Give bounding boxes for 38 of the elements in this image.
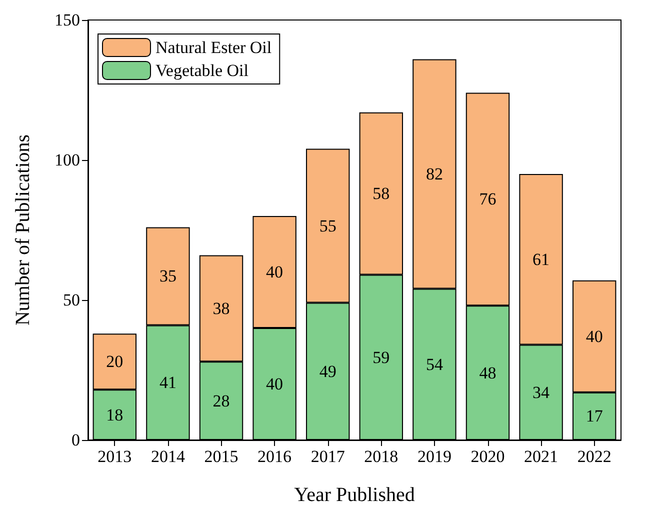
x-tick-label: 2018 xyxy=(364,447,398,466)
legend-label: Vegetable Oil xyxy=(156,61,249,80)
data-label: 38 xyxy=(212,298,230,318)
x-tick-label: 2019 xyxy=(417,447,452,466)
y-tick-label: 100 xyxy=(54,150,80,170)
x-tick-label: 2016 xyxy=(258,447,292,466)
data-label: 34 xyxy=(532,382,550,402)
data-label: 41 xyxy=(159,373,176,392)
data-label: 61 xyxy=(532,250,550,269)
data-label: 76 xyxy=(479,190,496,209)
legend-label: Natural Ester Oil xyxy=(156,38,272,57)
x-axis-title: Year Published xyxy=(294,484,415,506)
y-tick-label: 150 xyxy=(54,10,80,30)
data-label: 48 xyxy=(479,363,496,382)
x-tick-label: 2022 xyxy=(577,447,612,466)
x-tick-label: 2015 xyxy=(204,447,238,466)
data-label: 40 xyxy=(266,262,284,282)
x-tick-label: 2014 xyxy=(150,447,186,466)
x-tick-label: 2021 xyxy=(524,447,558,466)
data-label: 59 xyxy=(372,348,390,367)
data-label: 18 xyxy=(106,405,124,424)
y-tick-label: 0 xyxy=(72,430,80,450)
data-label: 17 xyxy=(586,406,604,426)
y-axis-title: Number of Publications xyxy=(12,134,34,326)
y-tick-label: 50 xyxy=(63,290,80,310)
data-label: 28 xyxy=(212,391,230,410)
data-label: 35 xyxy=(159,266,176,286)
data-label: 49 xyxy=(319,362,336,381)
x-tick-label: 2017 xyxy=(310,447,346,466)
data-label: 55 xyxy=(319,216,336,236)
data-label: 58 xyxy=(372,184,390,204)
x-tick-label: 2020 xyxy=(470,447,505,466)
data-label: 40 xyxy=(266,374,284,394)
data-label: 40 xyxy=(586,326,603,346)
data-label: 82 xyxy=(426,164,443,184)
x-tick-label: 2013 xyxy=(98,447,132,466)
data-label: 54 xyxy=(426,354,444,374)
data-label: 20 xyxy=(106,352,124,372)
